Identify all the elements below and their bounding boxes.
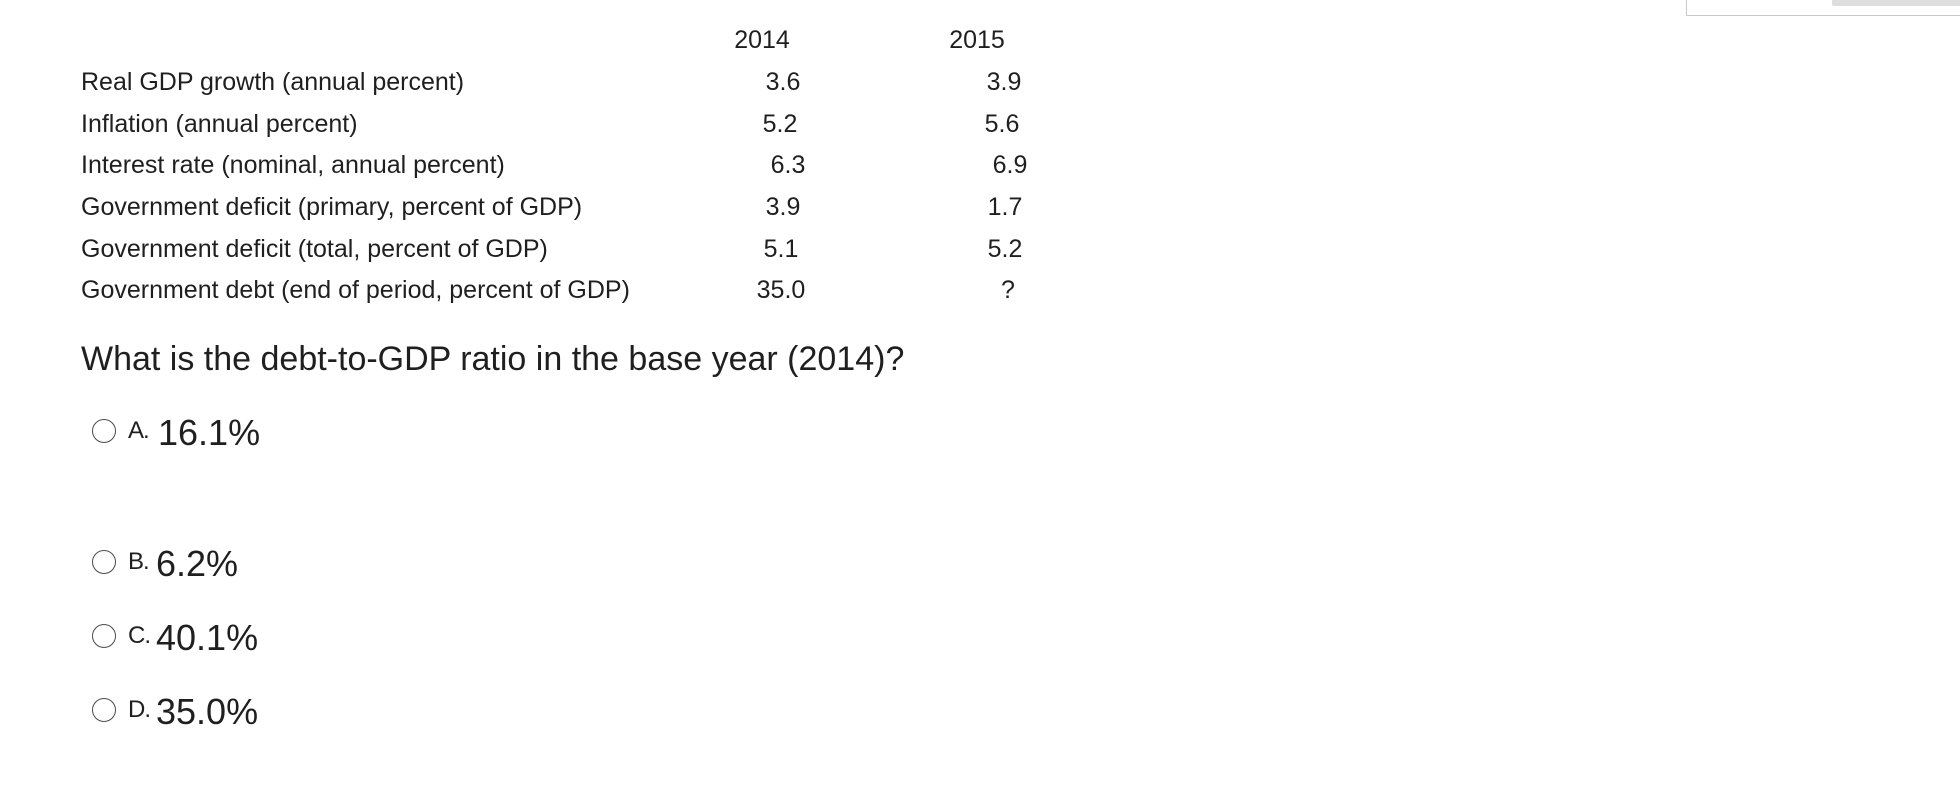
table-row: Government deficit (total, percent of GD…	[0, 233, 1100, 269]
value-2015: 1.7	[987, 193, 1023, 221]
value-2014: 5.2	[762, 110, 798, 138]
row-label: Government debt (end of period, percent …	[81, 276, 630, 304]
option-letter: D.	[128, 696, 151, 723]
radio-button-icon[interactable]	[92, 550, 116, 574]
value-2015: 5.6	[984, 110, 1020, 138]
table-row: Interest rate (nominal, annual percent) …	[0, 149, 1100, 185]
option-d[interactable]: D. 35.0%	[88, 688, 488, 738]
top-right-panel-button[interactable]	[1832, 0, 1960, 6]
option-a[interactable]: A. 16.1%	[88, 409, 488, 459]
value-2015: 5.2	[987, 235, 1023, 263]
row-label: Interest rate (nominal, annual percent)	[81, 151, 505, 179]
option-letter: A.	[128, 417, 150, 444]
option-letter: B.	[128, 548, 150, 575]
value-2014: 35.0	[756, 276, 806, 304]
row-label: Government deficit (total, percent of GD…	[81, 235, 548, 263]
column-header-2014: 2014	[734, 26, 790, 54]
option-letter: C.	[128, 622, 151, 649]
value-2015: 6.9	[992, 151, 1028, 179]
table-row: Government debt (end of period, percent …	[0, 274, 1100, 310]
value-2015: ?	[1001, 276, 1015, 304]
value-2014: 6.3	[770, 151, 806, 179]
radio-button-icon[interactable]	[92, 698, 116, 722]
radio-button-icon[interactable]	[92, 419, 116, 443]
value-2014: 3.6	[765, 68, 801, 96]
top-right-panel-edge	[1686, 0, 1960, 16]
economic-data-table: 2014 2015 Real GDP growth (annual percen…	[0, 0, 1100, 320]
question-text: What is the debt-to-GDP ratio in the bas…	[81, 340, 905, 378]
option-answer: 6.2%	[156, 543, 239, 584]
option-answer: 16.1%	[158, 412, 261, 453]
radio-button-icon[interactable]	[92, 624, 116, 648]
row-label: Inflation (annual percent)	[81, 110, 358, 138]
value-2014: 3.9	[765, 193, 801, 221]
value-2014: 5.1	[763, 235, 799, 263]
table-row: Inflation (annual percent) 5.2 5.6	[0, 108, 1100, 144]
value-2015: 3.9	[986, 68, 1022, 96]
option-b[interactable]: B. 6.2%	[88, 540, 488, 590]
table-row: Government deficit (primary, percent of …	[0, 191, 1100, 227]
option-answer: 35.0%	[156, 691, 259, 732]
table-row: Real GDP growth (annual percent) 3.6 3.9	[0, 66, 1100, 102]
option-c[interactable]: C. 40.1%	[88, 614, 488, 664]
option-answer: 40.1%	[156, 617, 259, 658]
column-header-2015: 2015	[949, 26, 1005, 54]
row-label: Government deficit (primary, percent of …	[81, 193, 583, 221]
row-label: Real GDP growth (annual percent)	[81, 68, 465, 96]
